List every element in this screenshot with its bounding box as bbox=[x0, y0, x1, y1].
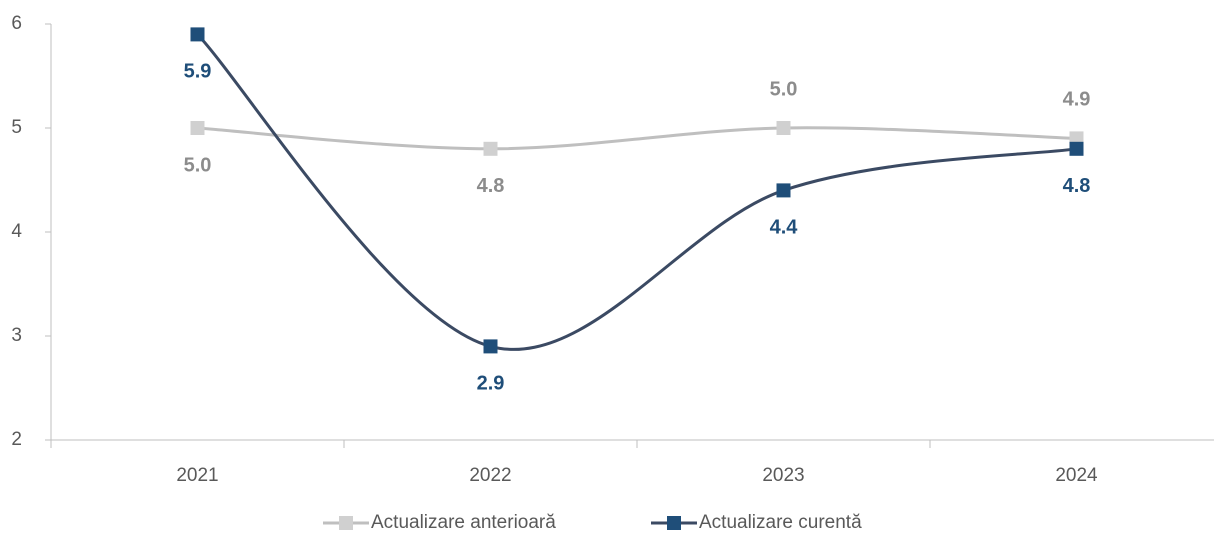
legend-marker bbox=[339, 516, 353, 530]
x-tick-label: 2022 bbox=[469, 465, 511, 486]
marker bbox=[776, 183, 791, 198]
data-label: 4.9 bbox=[1063, 89, 1091, 111]
data-label: 5.0 bbox=[184, 154, 212, 176]
data-label: 4.8 bbox=[477, 175, 505, 197]
y-tick-label: 4 bbox=[11, 221, 22, 242]
x-tick-label: 2024 bbox=[1055, 465, 1098, 486]
x-tick-label: 2023 bbox=[762, 465, 804, 486]
x-tick-label: 2021 bbox=[176, 465, 218, 486]
marker bbox=[483, 141, 498, 156]
legend-label: Actualizare anterioară bbox=[371, 512, 556, 533]
series-line bbox=[196, 33, 1077, 351]
marker bbox=[190, 121, 205, 135]
data-label: 4.4 bbox=[770, 217, 799, 239]
legend-item: Actualizare curentă bbox=[651, 512, 862, 533]
y-tick-label: 3 bbox=[11, 325, 22, 346]
series-line bbox=[197, 126, 1077, 151]
data-label: 4.8 bbox=[1063, 175, 1091, 197]
y-tick-label: 6 bbox=[11, 13, 22, 34]
marker bbox=[776, 121, 791, 135]
legend-item: Actualizare anterioară bbox=[323, 512, 556, 533]
data-label: 2.9 bbox=[477, 373, 505, 395]
data-label: 5.0 bbox=[770, 78, 798, 100]
marker bbox=[483, 339, 498, 354]
y-tick-label: 2 bbox=[11, 429, 22, 450]
marker bbox=[190, 27, 205, 42]
legend-label: Actualizare curentă bbox=[699, 512, 862, 533]
data-label: 5.9 bbox=[184, 61, 212, 83]
legend-marker bbox=[667, 516, 681, 530]
y-tick-label: 5 bbox=[11, 117, 22, 138]
marker bbox=[1069, 141, 1084, 156]
